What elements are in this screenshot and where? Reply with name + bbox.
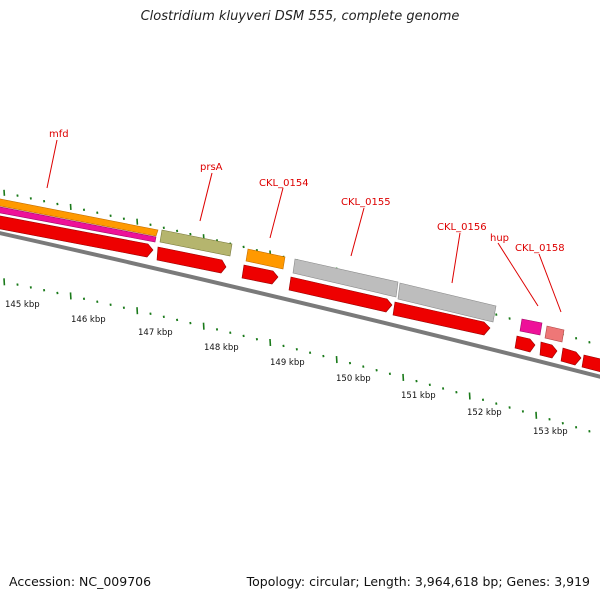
accession-text: Accession: NC_009706	[9, 574, 152, 589]
feature-grey-CKL_0156	[397, 282, 497, 323]
map-title: Clostridium kluyveri DSM 555, complete g…	[140, 9, 460, 24]
gene-label-CKL_0156: CKL_0156	[437, 222, 487, 233]
kbp-label-153: 153 kbp	[533, 427, 568, 437]
kbp-label-146: 146 kbp	[71, 315, 106, 325]
cds-arrow-CKL_0155	[288, 276, 393, 313]
kbp-label-145: 145 kbp	[5, 300, 40, 310]
feature-olive-prsA	[159, 229, 233, 257]
kbp-scale-ticks	[3, 278, 591, 433]
cds-arrow-prsA	[156, 246, 227, 274]
genome-backbone	[0, 231, 600, 379]
gene-label-CKL_0158: CKL_0158	[515, 243, 565, 254]
feature-magenta-mfd	[0, 206, 157, 243]
cds-arrow-CKL_0156	[392, 301, 491, 336]
feature-pink-CKL_0158	[544, 325, 565, 343]
cds-arrow-hup	[514, 335, 536, 353]
cds-arrow-CKL_0158-b	[560, 347, 582, 366]
gene-label-CKL_0154: CKL_0154	[259, 178, 309, 189]
kbp-label-149: 149 kbp	[270, 358, 305, 368]
feature-orange-CKL_0154	[245, 248, 286, 270]
feature-orange-mfd	[0, 198, 159, 237]
genome-summary-text: Topology: circular; Length: 3,964,618 bp…	[246, 574, 590, 589]
gene-label-mfd: mfd	[49, 129, 69, 140]
gene-leader-lines	[46, 139, 562, 313]
kbp-label-151: 151 kbp	[401, 391, 436, 401]
cds-arrow-CKL_0158-a	[539, 341, 558, 359]
cds-arrow-mfd	[0, 215, 154, 258]
cds-arrow-CKL_0154	[241, 264, 279, 285]
kbp-label-148: 148 kbp	[204, 343, 239, 353]
kbp-label-152: 152 kbp	[467, 408, 502, 418]
feature-magenta-hup	[519, 318, 543, 336]
gene-label-hup: hup	[490, 233, 509, 244]
cds-arrow-edge	[581, 354, 600, 373]
gene-label-prsA: prsA	[200, 162, 223, 173]
kbp-label-147: 147 kbp	[138, 328, 173, 338]
kbp-label-150: 150 kbp	[336, 374, 371, 384]
gene-label-CKL_0155: CKL_0155	[341, 197, 391, 208]
feature-grey-CKL_0155	[292, 258, 399, 298]
